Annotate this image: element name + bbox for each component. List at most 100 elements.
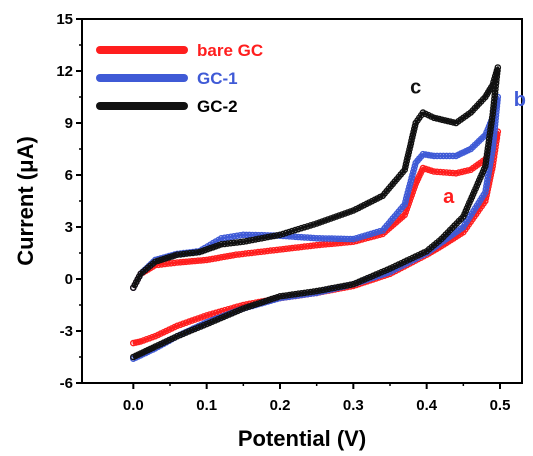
data-point xyxy=(402,195,410,202)
data-point xyxy=(294,225,302,233)
x-tick-label: 0.4 xyxy=(416,397,438,414)
data-point xyxy=(352,234,360,242)
data-point xyxy=(319,286,327,294)
data-point xyxy=(227,239,235,247)
data-point xyxy=(245,249,252,257)
data-point xyxy=(179,258,187,266)
data-point xyxy=(490,101,498,109)
data-point xyxy=(298,233,305,241)
data-point xyxy=(194,315,202,322)
y-tick-label: 3 xyxy=(65,219,73,236)
data-point xyxy=(484,176,491,184)
data-point xyxy=(233,239,241,246)
data-point xyxy=(151,332,159,340)
data-point xyxy=(176,331,184,339)
data-point xyxy=(487,126,494,133)
data-point xyxy=(310,234,317,242)
data-point xyxy=(242,304,250,311)
data-point xyxy=(285,291,293,299)
data-point xyxy=(319,235,327,242)
data-point xyxy=(261,234,269,241)
data-point xyxy=(313,287,321,295)
data-point xyxy=(485,135,493,143)
data-point xyxy=(251,249,259,256)
data-point xyxy=(177,251,184,258)
data-point xyxy=(335,212,343,219)
data-point xyxy=(200,256,207,264)
data-point xyxy=(209,310,217,318)
data-point xyxy=(490,104,497,112)
data-point xyxy=(270,232,278,240)
data-point xyxy=(313,241,321,249)
data-point xyxy=(236,238,244,246)
data-point xyxy=(492,83,500,90)
data-point xyxy=(427,152,435,159)
data-point xyxy=(322,286,330,293)
data-point xyxy=(408,134,416,141)
data-point xyxy=(291,233,299,241)
data-point xyxy=(183,250,191,257)
data-point xyxy=(331,284,339,292)
data-point xyxy=(411,122,419,130)
data-point xyxy=(298,224,305,232)
data-point xyxy=(294,233,302,241)
series-line xyxy=(132,66,500,359)
data-point xyxy=(270,246,278,254)
y-tick-label: 9 xyxy=(65,115,73,132)
legend-label: bare GC xyxy=(197,41,263,60)
data-point xyxy=(488,120,495,127)
data-point xyxy=(273,246,281,254)
data-point xyxy=(403,192,411,199)
data-point xyxy=(298,243,305,251)
data-point xyxy=(310,242,317,249)
data-point xyxy=(443,152,450,160)
data-point xyxy=(215,254,222,262)
x-tick-label: 0.3 xyxy=(343,397,364,414)
data-point xyxy=(217,240,225,248)
data-point xyxy=(373,228,381,236)
y-tick-label: 15 xyxy=(56,11,73,28)
data-point xyxy=(236,231,244,239)
data-point xyxy=(325,285,333,293)
data-point xyxy=(331,235,339,242)
data-point xyxy=(182,258,190,266)
data-point xyxy=(482,185,490,193)
data-point xyxy=(239,231,247,239)
data-point xyxy=(197,257,205,264)
data-point xyxy=(191,257,199,265)
data-point xyxy=(340,235,348,243)
curve-label-b: b xyxy=(514,89,526,111)
data-point xyxy=(494,64,502,71)
data-point xyxy=(267,247,274,254)
data-point xyxy=(405,186,412,193)
data-point xyxy=(404,151,412,159)
x-tick-label: 0.0 xyxy=(123,397,144,414)
data-point xyxy=(310,288,317,295)
data-point xyxy=(223,252,231,260)
data-point xyxy=(409,168,417,176)
data-point xyxy=(288,244,296,252)
data-point xyxy=(232,251,240,258)
data-point xyxy=(206,256,213,263)
data-point xyxy=(254,248,262,256)
data-point xyxy=(310,221,317,228)
data-point xyxy=(407,177,415,184)
data-point xyxy=(294,290,302,298)
data-point xyxy=(197,314,205,321)
data-point xyxy=(492,86,499,93)
data-point xyxy=(488,114,496,121)
data-point xyxy=(170,259,178,267)
data-point xyxy=(334,239,342,247)
data-point xyxy=(220,253,228,261)
data-point xyxy=(298,289,305,297)
data-point xyxy=(239,238,247,245)
data-point xyxy=(267,233,275,240)
data-point xyxy=(493,73,501,81)
data-point xyxy=(316,287,324,294)
data-point xyxy=(483,153,490,161)
data-point xyxy=(488,117,496,124)
curve-label-c: c xyxy=(410,77,421,99)
data-point xyxy=(402,198,409,205)
data-point xyxy=(410,125,418,133)
